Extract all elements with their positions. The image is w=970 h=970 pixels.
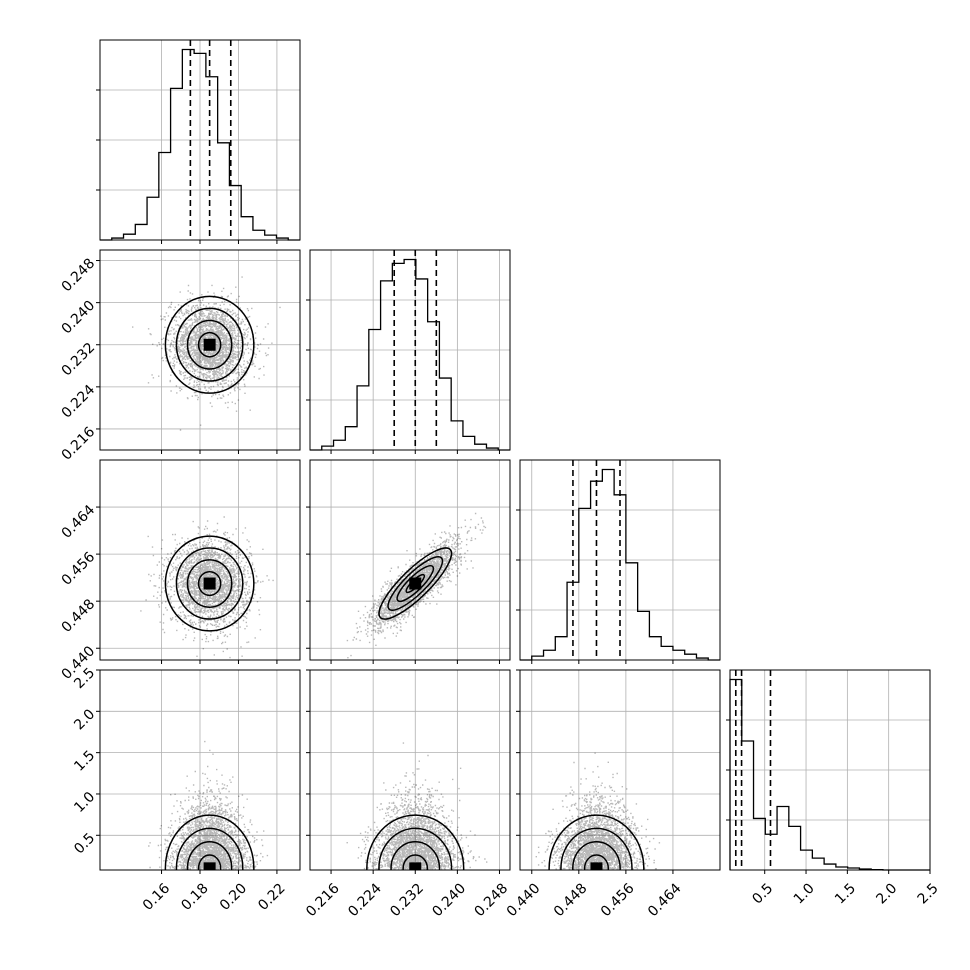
density-peak (203, 862, 216, 870)
histogram-panel (306, 249, 511, 454)
contour-level (197, 570, 222, 597)
density-layer (346, 512, 487, 659)
density-peak (590, 862, 603, 870)
density-layer (148, 740, 269, 870)
panel-frame (309, 249, 511, 451)
sample-points (132, 276, 281, 431)
histogram-step (100, 48, 300, 241)
x-tick-label: 0.5 (749, 880, 776, 907)
y-tick-label: 0.5 (71, 830, 98, 857)
contour-level (186, 840, 233, 870)
y-tick-label: 0.224 (59, 382, 99, 422)
contour-level (560, 827, 633, 870)
contour-level (197, 854, 222, 870)
contour-level (366, 814, 465, 870)
sample-points (148, 740, 269, 870)
x-tick-label: 0.448 (551, 880, 591, 920)
contour-level (197, 331, 222, 358)
y-tick-label: 1.0 (71, 789, 98, 816)
contour-level (378, 547, 453, 620)
panel-frame (309, 669, 511, 871)
contour-level (387, 556, 444, 611)
density-layer (535, 752, 661, 870)
contour-level (583, 854, 610, 870)
x-tick-label: 0.248 (472, 880, 512, 920)
x-tick-label: 0.22 (255, 880, 288, 913)
scatter-panel (306, 459, 511, 664)
y-tick-label: 0.464 (59, 502, 99, 542)
histogram-panel (726, 669, 931, 874)
contour-level (164, 295, 255, 394)
x-tick-label: 0.20 (217, 880, 250, 913)
contour-level (175, 827, 244, 870)
density-peak (409, 577, 422, 590)
contour-level (390, 840, 441, 870)
x-tick-label: 0.224 (345, 880, 385, 920)
contour-level (186, 319, 233, 370)
histogram-step (310, 258, 510, 451)
panel-frame (309, 459, 511, 661)
scatter-panel (96, 669, 301, 874)
contour-level (378, 827, 453, 870)
contour-level (186, 559, 233, 608)
x-tick-label: 0.240 (429, 880, 469, 920)
panel-frame (729, 669, 931, 871)
panels-layer: 0.16 0.18 0.20 0.22 0.216 0.224 0.232 0.240 0.24… (59, 39, 942, 920)
x-tick-label: 0.16 (140, 880, 173, 913)
panel-frame (99, 249, 301, 451)
histogram-step (729, 678, 930, 871)
x-tick-label: 1.5 (832, 880, 859, 907)
x-tick-label: 0.216 (303, 880, 343, 920)
density-layer (132, 276, 281, 431)
x-tick-label: 2.5 (915, 880, 942, 907)
panel-frame (519, 669, 721, 871)
y-tick-label: 0.248 (59, 256, 99, 296)
panel-frame (99, 39, 301, 241)
contour-level (402, 854, 429, 870)
panel-frame (99, 669, 301, 871)
y-tick-label: 0.456 (59, 549, 99, 589)
density-peak (203, 577, 216, 590)
density-peak (203, 338, 216, 351)
scatter-panel (96, 249, 301, 454)
y-tick-label: 1.5 (71, 748, 98, 775)
contour-level (175, 307, 244, 382)
x-tick-label: 2.0 (873, 880, 900, 907)
scatter-panel (96, 459, 301, 664)
density-peak (409, 862, 422, 870)
sample-points (535, 752, 661, 870)
y-tick-label: 0.216 (59, 424, 99, 464)
x-tick-label: 0.18 (178, 880, 211, 913)
y-tick-label: 0.448 (59, 596, 99, 636)
contour-level (164, 535, 255, 632)
y-tick-label: 2.0 (71, 706, 98, 733)
panel-frame (99, 459, 301, 661)
contour-level (164, 814, 255, 870)
contour-level (572, 840, 621, 870)
panel-frame (519, 459, 721, 661)
x-tick-label: 0.232 (387, 880, 427, 920)
x-tick-label: 0.464 (645, 880, 685, 920)
histogram-panel (96, 39, 301, 244)
x-tick-label: 1.0 (791, 880, 818, 907)
contour-level (548, 814, 645, 870)
scatter-panel (516, 669, 721, 874)
scatter-panel (306, 669, 511, 874)
contour-level (175, 547, 244, 620)
density-layer (140, 516, 274, 659)
density-layer (346, 742, 488, 870)
x-tick-label: 0.456 (598, 880, 638, 920)
y-tick-label: 0.232 (59, 340, 99, 380)
sample-points (346, 742, 488, 870)
y-tick-label: 0.240 (59, 298, 99, 338)
x-tick-label: 0.440 (504, 880, 544, 920)
histogram-panel (516, 459, 721, 664)
